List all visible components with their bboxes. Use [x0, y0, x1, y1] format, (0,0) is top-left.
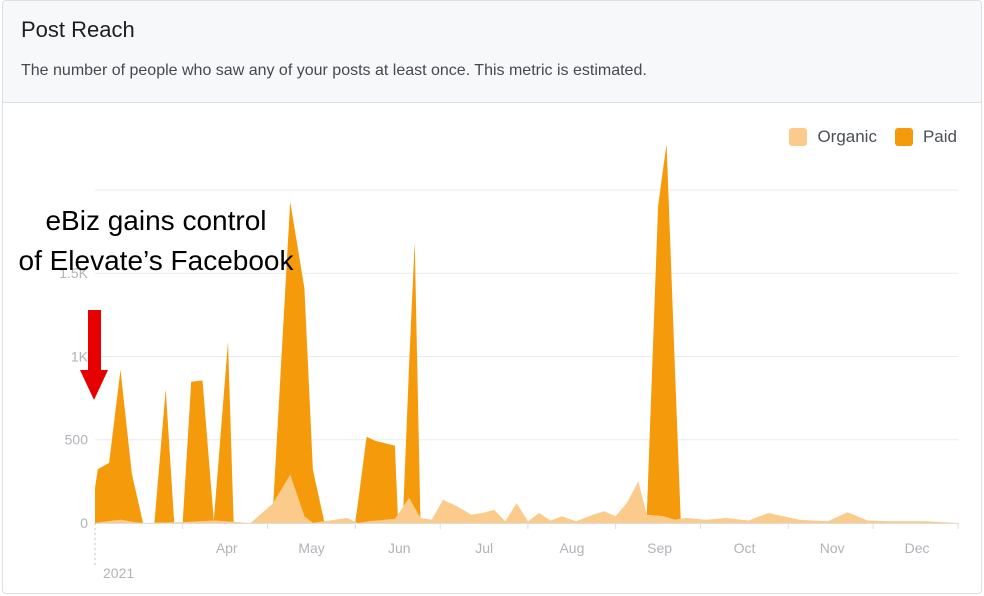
card-header: Post Reach The number of people who saw … [3, 1, 981, 103]
y-tick-label-1000: 1K [71, 348, 89, 364]
legend-swatch-paid [894, 128, 913, 146]
x-tick-label-may: May [298, 540, 324, 556]
annotation-text: eBiz gains control of Elevate’s Facebook [0, 201, 312, 281]
series-area-paid [95, 144, 958, 523]
legend-label-organic: Organic [817, 127, 877, 146]
annotation-line-2: of Elevate’s Facebook [18, 245, 294, 276]
year-label: 2021 [103, 565, 134, 581]
legend-swatch-organic [789, 128, 808, 146]
card-title: Post Reach [21, 17, 135, 42]
chart-legend: Organic Paid [771, 127, 957, 147]
x-tick-label-aug: Aug [559, 540, 584, 556]
legend-item-paid[interactable]: Paid [894, 127, 957, 147]
legend-label-paid: Paid [922, 127, 957, 146]
y-tick-label-1500: 1.5K [59, 265, 88, 281]
x-tick-label-dec: Dec [905, 540, 930, 556]
y-tick-label-500: 500 [65, 432, 89, 448]
x-tick-label-oct: Oct [734, 540, 756, 556]
x-tick-label-sep: Sep [647, 540, 672, 556]
x-tick-label-jun: Jun [388, 540, 411, 556]
x-tick-label-nov: Nov [820, 540, 845, 556]
x-tick-label-jul: Jul [475, 540, 493, 556]
annotation-line-1: eBiz gains control [45, 205, 267, 236]
x-tick-label-apr: Apr [216, 540, 238, 556]
red-down-arrow-icon [80, 310, 108, 400]
y-tick-label-0: 0 [80, 515, 88, 531]
card-subtitle: The number of people who saw any of your… [21, 62, 647, 79]
legend-item-organic[interactable]: Organic [789, 127, 877, 147]
